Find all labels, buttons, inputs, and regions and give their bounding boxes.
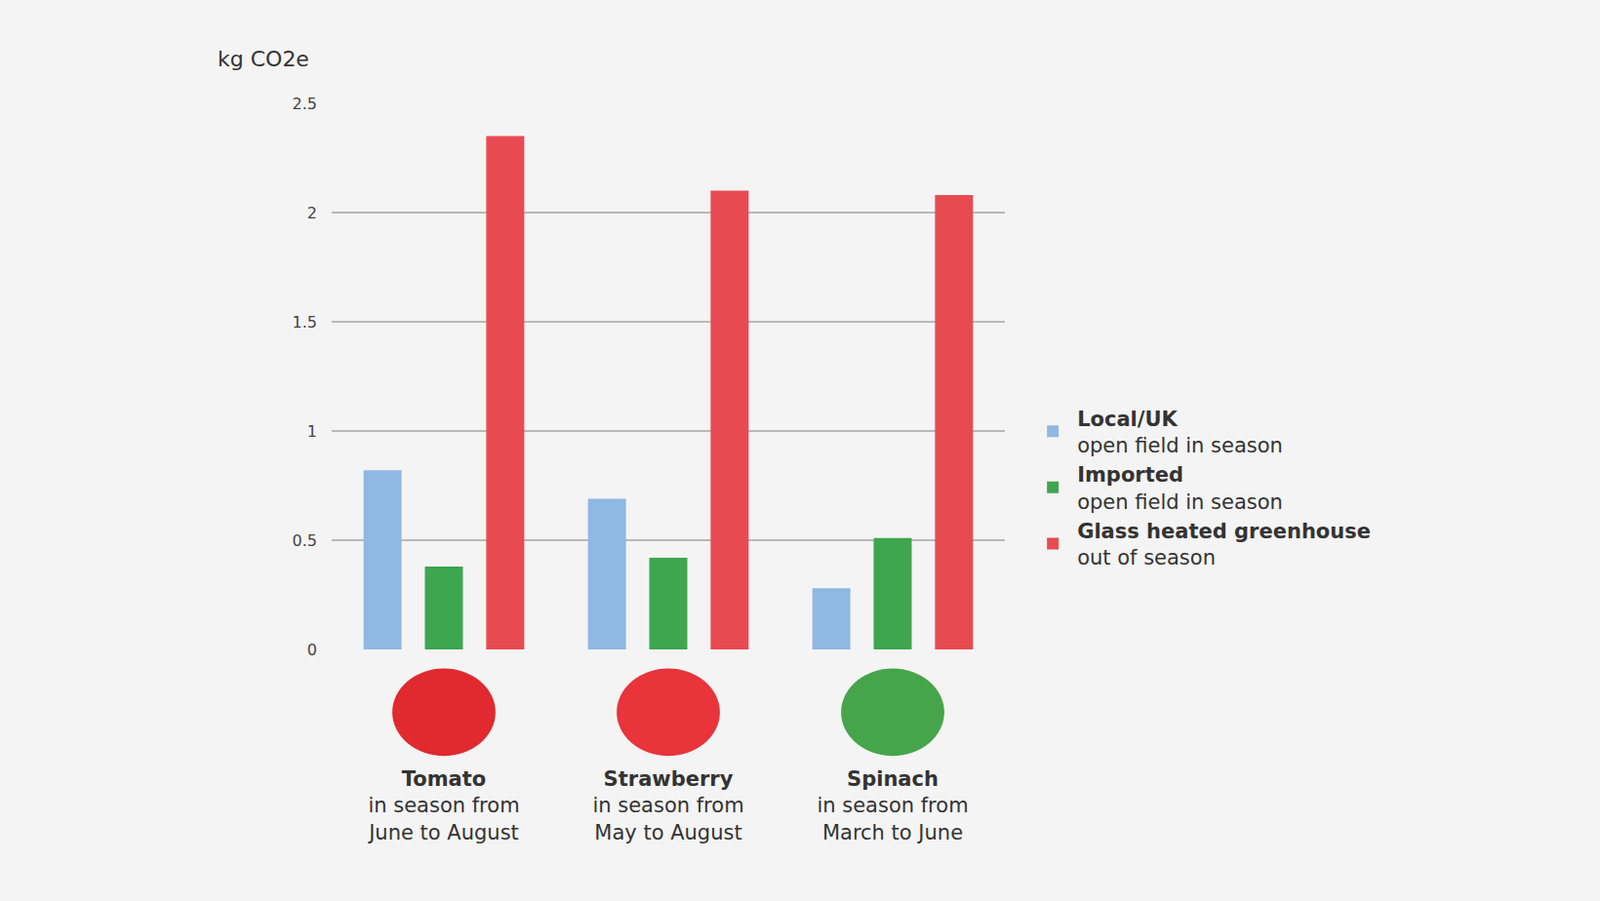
svg-text:Spinachin season fromMarch to: Spinachin season fromMarch to June <box>816 767 968 845</box>
svg-text:2: 2 <box>307 203 318 223</box>
svg-text:1.5: 1.5 <box>292 313 318 332</box>
svg-text:2.5: 2.5 <box>292 94 318 114</box>
svg-text:1: 1 <box>307 422 318 441</box>
svg-text:Glass heated greenhouseout of: Glass heated greenhouseout of season <box>1077 520 1371 570</box>
svg-text:0.5: 0.5 <box>292 531 318 551</box>
svg-text:Tomatoin season fromJune to Au: Tomatoin season fromJune to August <box>366 767 520 845</box>
svg-text:kg CO2e: kg CO2e <box>217 46 310 72</box>
svg-text:Importedopen field in season: Importedopen field in season <box>1077 463 1283 514</box>
svg-text:0: 0 <box>307 640 318 660</box>
svg-text:Strawberryin season fromMay to: Strawberryin season fromMay to August <box>592 767 744 845</box>
svg-text:Local/UKopen field in season: Local/UKopen field in season <box>1077 407 1283 458</box>
